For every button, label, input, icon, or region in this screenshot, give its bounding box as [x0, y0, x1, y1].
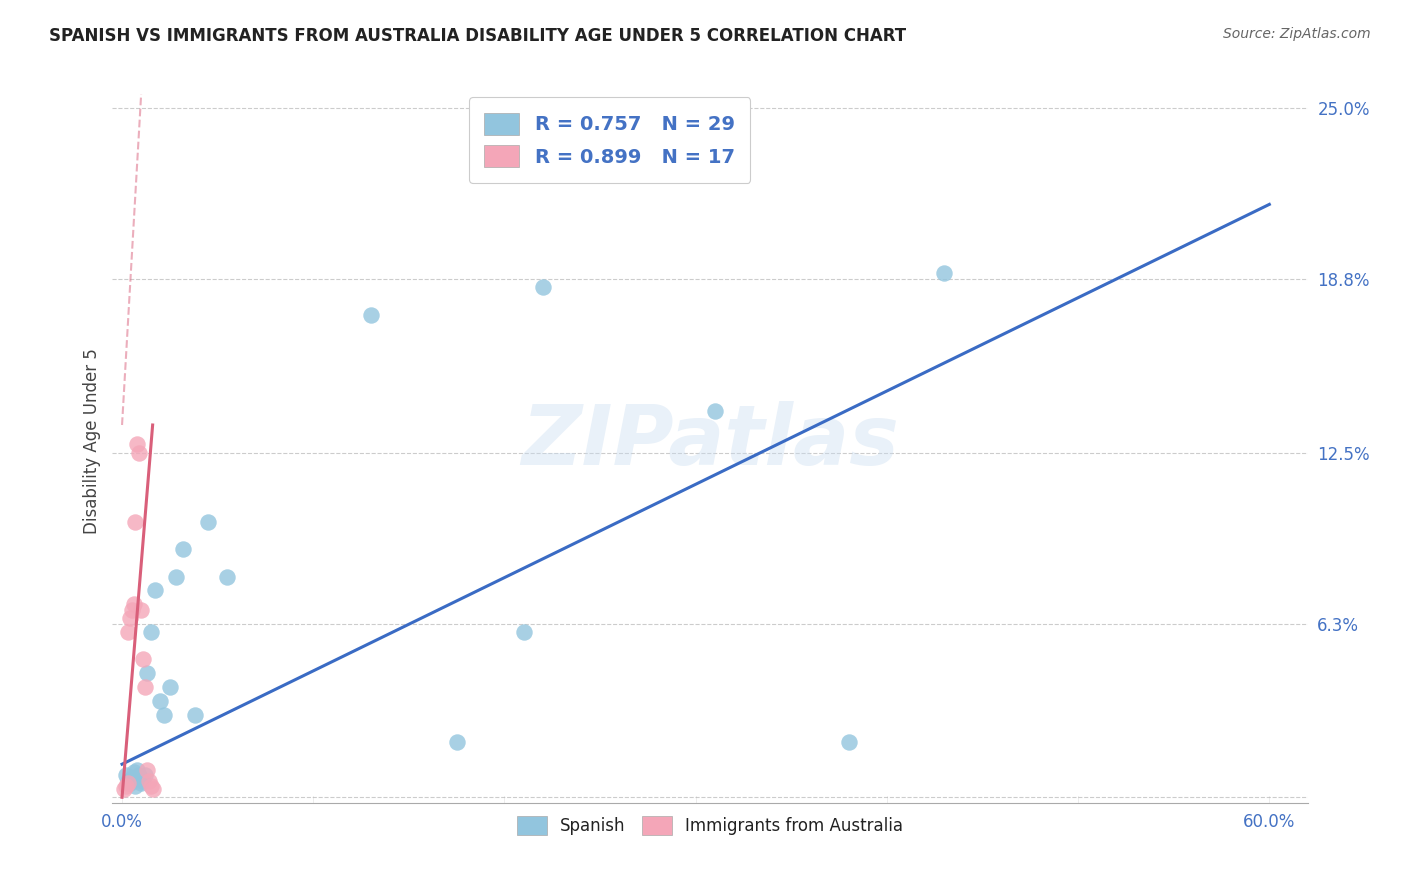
Point	[142, 782, 165, 797]
Point	[531, 280, 554, 294]
Point	[117, 624, 139, 639]
Point	[121, 603, 143, 617]
Point	[143, 583, 166, 598]
Point	[512, 624, 534, 639]
Point	[122, 765, 145, 780]
Point	[122, 597, 145, 611]
Point	[138, 773, 160, 788]
Point	[159, 680, 181, 694]
Point	[838, 735, 860, 749]
Point	[132, 773, 155, 788]
Point	[118, 776, 141, 790]
Point	[172, 542, 194, 557]
Point	[127, 437, 149, 451]
Text: ZIPatlas: ZIPatlas	[522, 401, 898, 482]
Legend: Spanish, Immigrants from Australia: Spanish, Immigrants from Australia	[510, 809, 910, 841]
Text: SPANISH VS IMMIGRANTS FROM AUSTRALIA DISABILITY AGE UNDER 5 CORRELATION CHART: SPANISH VS IMMIGRANTS FROM AUSTRALIA DIS…	[49, 27, 907, 45]
Point	[149, 694, 172, 708]
Point	[134, 680, 156, 694]
Y-axis label: Disability Age Under 5: Disability Age Under 5	[83, 349, 101, 534]
Point	[112, 782, 135, 797]
Point	[153, 707, 176, 722]
Point	[360, 308, 382, 322]
Point	[115, 779, 138, 793]
Point	[165, 569, 187, 583]
Point	[139, 779, 162, 793]
Point	[934, 266, 956, 280]
Text: Source: ZipAtlas.com: Source: ZipAtlas.com	[1223, 27, 1371, 41]
Point	[217, 569, 239, 583]
Point	[127, 763, 149, 777]
Point	[117, 776, 139, 790]
Point	[135, 763, 157, 777]
Point	[118, 611, 141, 625]
Point	[115, 768, 138, 782]
Point	[121, 771, 143, 785]
Point	[703, 404, 725, 418]
Point	[183, 707, 205, 722]
Point	[117, 773, 139, 788]
Point	[134, 768, 156, 782]
Point	[124, 779, 146, 793]
Point	[124, 515, 146, 529]
Point	[128, 768, 150, 782]
Point	[129, 776, 152, 790]
Point	[128, 445, 150, 459]
Point	[446, 735, 468, 749]
Point	[135, 666, 157, 681]
Point	[197, 515, 219, 529]
Point	[132, 652, 155, 666]
Point	[139, 624, 162, 639]
Point	[129, 603, 152, 617]
